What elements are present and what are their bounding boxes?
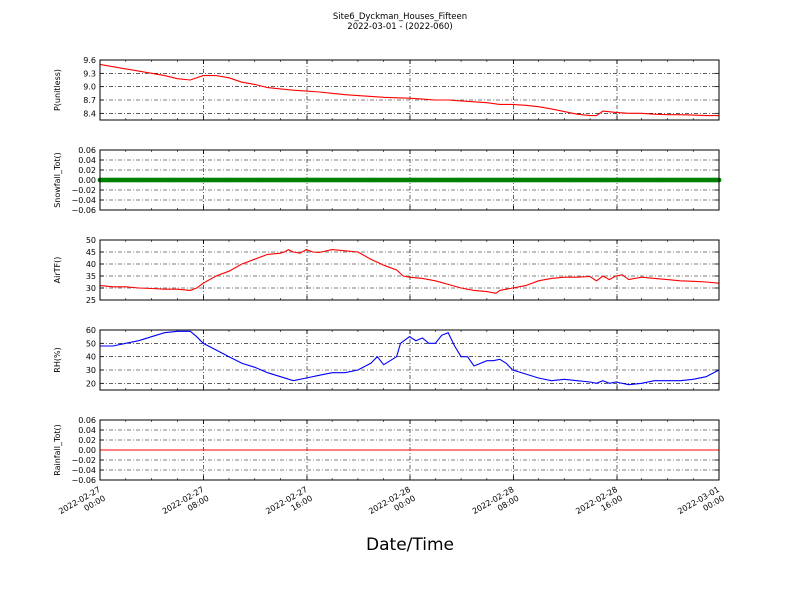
axes-frame — [99, 239, 720, 301]
panel-pressure: 9.6 9.3 9.0 8.7 8.4 P(unitless) — [53, 56, 720, 121]
y-tick-label: 30 — [86, 284, 96, 293]
series-line-pressure — [99, 63, 719, 117]
y-axis-label: P(unitless) — [53, 69, 62, 111]
y-tick-label: 0.04 — [78, 426, 96, 435]
y-tick-label: 0.02 — [78, 436, 96, 445]
panel-snowfall: 0.060.040.020.00−0.02−0.04−0.06 Snowfall_… — [53, 146, 722, 215]
y-tick-label: 0.00 — [78, 446, 96, 455]
y-axis-label: Snowfall_Tot() — [53, 152, 62, 208]
y-tick-label: −0.06 — [71, 476, 96, 485]
y-axis-label: AirTF() — [53, 257, 62, 284]
y-tick-label: 8.7 — [83, 96, 96, 105]
y-tick-label: 8.4 — [83, 109, 96, 118]
y-tick-label: 0.02 — [78, 166, 96, 175]
y-tick-label: 45 — [86, 248, 96, 257]
axes-frame — [99, 149, 720, 211]
y-tick-label: 35 — [86, 272, 96, 281]
y-tick-label: 0.00 — [78, 176, 96, 185]
y-tick-label: 40 — [86, 353, 96, 362]
y-axis-label: RH(%) — [53, 347, 62, 372]
y-tick-label: −0.02 — [71, 186, 96, 195]
y-tick-label: −0.04 — [71, 466, 96, 475]
series-markers-snowfall — [97, 177, 722, 183]
y-tick-label: 50 — [86, 236, 96, 245]
y-tick-label: 40 — [86, 260, 96, 269]
series-line-relative-humidity — [100, 330, 720, 386]
axes-frame — [99, 419, 720, 481]
y-tick-label: 30 — [86, 366, 96, 375]
figure-title: Site6_Dyckman_Houses_Fifteen — [333, 12, 467, 22]
y-tick-label: 9.6 — [83, 56, 96, 65]
y-tick-label: −0.06 — [71, 206, 96, 215]
y-tick-label: 20 — [86, 379, 96, 388]
y-tick-label: −0.04 — [71, 196, 96, 205]
y-tick-label: 0.06 — [78, 146, 96, 155]
y-tick-label: 9.3 — [83, 69, 96, 78]
panel-relative-humidity: 60 50 40 30 20 RH(%) — [53, 326, 720, 391]
y-tick-label: −0.02 — [71, 456, 96, 465]
y-tick-label: 0.06 — [78, 416, 96, 425]
y-tick-label: 9.0 — [83, 83, 96, 92]
panel-air-temperature: 50 45 40 35 30 25 AirTF() — [53, 236, 720, 305]
y-tick-label: 0.04 — [78, 156, 96, 165]
series-line-air-temperature — [99, 248, 720, 294]
figure-subtitle: 2022-03-01 - (2022-060) — [347, 22, 452, 32]
y-tick-label: 25 — [86, 296, 96, 305]
y-tick-label: 60 — [86, 326, 96, 335]
y-tick-label: 50 — [86, 339, 96, 348]
axes-frame — [99, 329, 720, 391]
y-axis-label: Rainfall_Tot() — [53, 424, 62, 476]
axes-frame — [99, 59, 720, 121]
panels-group: 9.69.39.08.78.4P(unitless)0.060.040.020.… — [53, 56, 722, 485]
x-axis-label: Date/Time — [366, 535, 454, 555]
panel-rainfall: 0.060.040.020.00−0.02−0.04−0.06 Rainfall_… — [53, 416, 720, 485]
